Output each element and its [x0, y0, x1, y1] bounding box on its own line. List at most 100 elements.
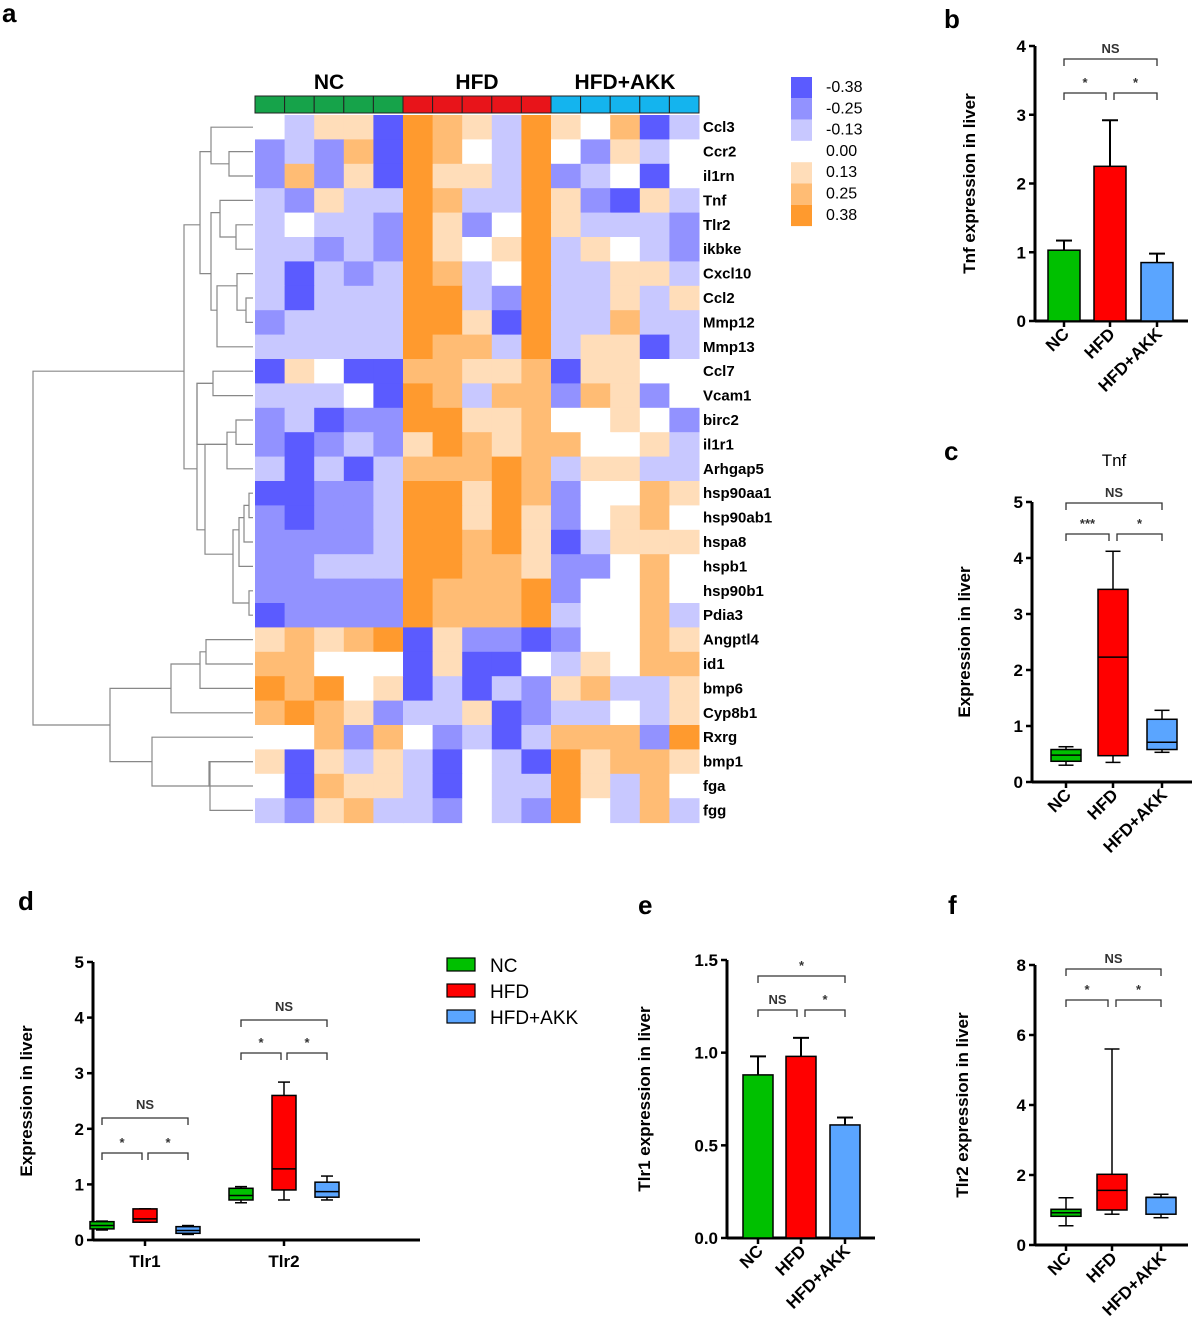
- box: [132, 1208, 158, 1223]
- bar-hfd-akk: [829, 1124, 861, 1239]
- heatmap-cell: [639, 456, 670, 482]
- heatmap-cell: [373, 407, 404, 433]
- heatmap-cell: [284, 481, 315, 506]
- heatmap-cell: [521, 773, 552, 799]
- x-tick-label: Tlr2: [268, 1252, 299, 1271]
- heatmap-cell: [432, 212, 463, 238]
- heatmap-cell: [580, 578, 611, 604]
- x-tick-label: Tlr1: [129, 1252, 160, 1271]
- dendrogram-branch: [243, 504, 253, 543]
- y-axis-label: Expression in liver: [955, 566, 974, 718]
- significance-label: *: [119, 1135, 125, 1150]
- heatmap-cell: [580, 359, 611, 384]
- heatmap-cell: [373, 749, 404, 775]
- heatmap-cell: [373, 285, 404, 311]
- heatmap-cell: [255, 359, 286, 384]
- heatmap-cell: [462, 651, 493, 677]
- heatmap-cell: [403, 627, 434, 653]
- x-tick-label: HFD: [1083, 1248, 1121, 1286]
- heatmap-cell: [343, 725, 374, 750]
- heatmap-cell: [373, 310, 404, 336]
- gene-label: bmp6: [703, 680, 743, 697]
- heatmap-cell: [284, 627, 315, 653]
- heatmap-cell: [314, 529, 345, 555]
- heatmap-cell: [255, 212, 286, 238]
- heatmap-cell: [580, 456, 611, 482]
- heatmap-cell: [462, 700, 493, 726]
- heatmap-cell: [551, 676, 582, 702]
- y-tick-label: 4: [1017, 37, 1027, 56]
- heatmap-cell: [284, 359, 315, 384]
- heatmap-cell: [521, 285, 552, 311]
- y-tick-label: 0.5: [694, 1136, 718, 1155]
- heatmap-cell: [551, 383, 582, 409]
- heatmap-cell: [432, 529, 463, 555]
- heatmap-cell: [610, 261, 641, 287]
- heatmap-cell: [580, 139, 611, 165]
- heatmap-cell: [343, 163, 374, 189]
- group-bar-cell: [639, 95, 670, 114]
- heatmap-cell: [462, 285, 493, 311]
- y-tick-label: 0: [1017, 312, 1026, 331]
- significance-label: *: [1084, 982, 1090, 997]
- heatmap-cell: [491, 578, 522, 604]
- significance-bracket: [804, 1009, 846, 1017]
- panel-letter-c: c: [944, 436, 958, 466]
- heatmap-cell: [284, 651, 315, 677]
- heatmap-cell: [551, 115, 582, 140]
- dendrogram-branch: [210, 212, 220, 311]
- dendrogram-branch: [208, 761, 253, 787]
- heatmap-cell: [462, 383, 493, 409]
- group-bar-cell: [668, 95, 700, 114]
- legend-label: NC: [490, 956, 517, 977]
- dendrogram-branch: [32, 370, 184, 726]
- x-tick-label: NC: [1042, 324, 1073, 355]
- heatmap-cell: [669, 334, 700, 360]
- heatmap-cell: [491, 773, 522, 799]
- heatmap-cell: [610, 773, 641, 799]
- heatmap-cell: [403, 139, 434, 165]
- colorbar-label: 0.13: [826, 164, 857, 181]
- heatmap-cell: [314, 749, 345, 775]
- heatmap-cell: [373, 359, 404, 384]
- colorbar-label: -0.13: [826, 122, 863, 139]
- significance-label: *: [165, 1135, 171, 1150]
- heatmap-cell: [314, 115, 345, 140]
- heatmap-cell: [314, 481, 345, 506]
- heatmap-cell: [373, 578, 404, 604]
- significance-label: *: [1137, 516, 1143, 531]
- y-tick-label: 8: [1017, 956, 1026, 975]
- x-tick-label: NC: [1044, 785, 1075, 816]
- heatmap-cell: [284, 285, 315, 311]
- heatmap-cell: [373, 773, 404, 799]
- heatmap-cell: [551, 456, 582, 482]
- heatmap-cell: [343, 773, 374, 799]
- heatmap-cell: [373, 798, 404, 824]
- heatmap-cell: [255, 505, 286, 531]
- heatmap-cell: [284, 139, 315, 165]
- heatmap-cell: [521, 578, 552, 604]
- heatmap-cell: [343, 359, 374, 384]
- significance-label: *: [1082, 75, 1088, 90]
- gene-label: hspa8: [703, 534, 746, 551]
- heatmap-cell: [343, 261, 374, 287]
- y-tick-label: 6: [1017, 1026, 1026, 1045]
- significance-bracket: [1065, 999, 1109, 1007]
- heatmap-cell: [255, 773, 286, 799]
- heatmap-cell: [343, 334, 374, 360]
- dendrogram-branch: [216, 285, 253, 348]
- heatmap-cell: [255, 310, 286, 336]
- heatmap-cell: [551, 749, 582, 775]
- heatmap-cell: [551, 432, 582, 458]
- heatmap-cell: [403, 212, 434, 238]
- gene-label: Ccl2: [703, 290, 735, 307]
- heatmap-cell: [284, 529, 315, 555]
- heatmap-cell: [373, 627, 404, 653]
- heatmap-cell: [314, 554, 345, 580]
- heatmap-cell: [610, 651, 641, 677]
- group-bar-cell: [432, 95, 463, 114]
- heatmap-cell: [373, 505, 404, 531]
- group-bar-cell: [609, 95, 641, 114]
- heatmap-cell: [521, 700, 552, 726]
- heatmap-cell: [669, 456, 700, 482]
